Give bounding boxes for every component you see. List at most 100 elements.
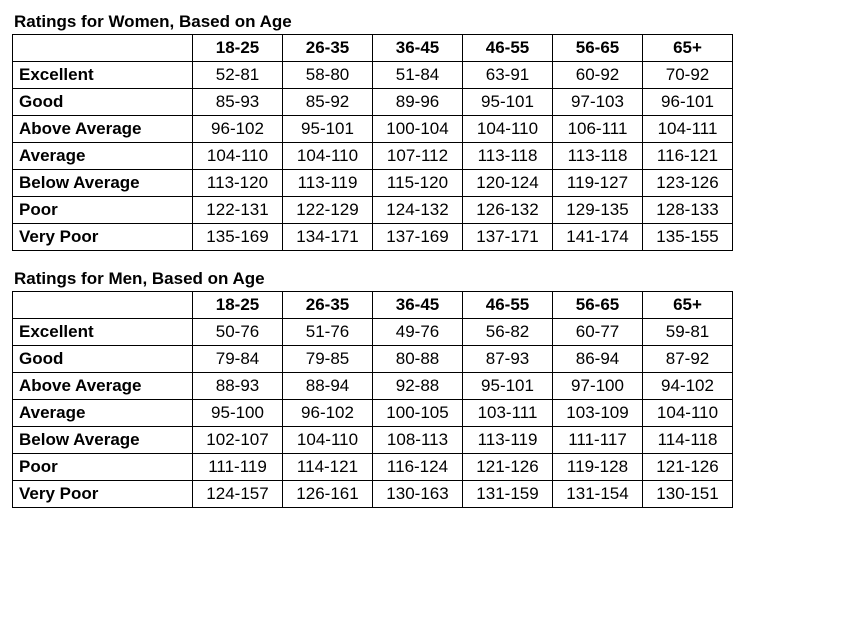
rating-value: 119-128	[553, 454, 643, 481]
rating-value: 56-82	[463, 319, 553, 346]
rating-value: 70-92	[643, 62, 733, 89]
rating-value: 141-174	[553, 224, 643, 251]
rating-value: 121-126	[643, 454, 733, 481]
rating-value: 104-110	[283, 427, 373, 454]
rating-label: Below Average	[13, 170, 193, 197]
age-header: 36-45	[373, 35, 463, 62]
rating-value: 137-169	[373, 224, 463, 251]
rating-value: 131-159	[463, 481, 553, 508]
rating-value: 121-126	[463, 454, 553, 481]
rating-value: 116-124	[373, 454, 463, 481]
table-row: Good85-9385-9289-9695-10197-10396-101	[13, 89, 733, 116]
rating-value: 113-118	[463, 143, 553, 170]
rating-label: Very Poor	[13, 224, 193, 251]
rating-label: Average	[13, 400, 193, 427]
table-title: Ratings for Women, Based on Age	[12, 12, 836, 32]
rating-value: 96-101	[643, 89, 733, 116]
age-header: 56-65	[553, 292, 643, 319]
age-header: 46-55	[463, 35, 553, 62]
table-title: Ratings for Men, Based on Age	[12, 269, 836, 289]
rating-value: 130-151	[643, 481, 733, 508]
rating-value: 100-104	[373, 116, 463, 143]
table-row: Poor111-119114-121116-124121-126119-1281…	[13, 454, 733, 481]
rating-label: Below Average	[13, 427, 193, 454]
rating-value: 114-121	[283, 454, 373, 481]
rating-value: 106-111	[553, 116, 643, 143]
rating-value: 50-76	[193, 319, 283, 346]
rating-value: 89-96	[373, 89, 463, 116]
rating-value: 113-119	[283, 170, 373, 197]
table-corner-cell	[13, 35, 193, 62]
rating-value: 104-111	[643, 116, 733, 143]
tables-container: Ratings for Women, Based on Age18-2526-3…	[12, 12, 836, 508]
rating-value: 108-113	[373, 427, 463, 454]
table-row: Very Poor135-169134-171137-169137-171141…	[13, 224, 733, 251]
rating-value: 86-94	[553, 346, 643, 373]
rating-value: 104-110	[283, 143, 373, 170]
rating-value: 95-101	[463, 373, 553, 400]
table-header-row: 18-2526-3536-4546-5556-6565+	[13, 292, 733, 319]
rating-value: 52-81	[193, 62, 283, 89]
rating-value: 113-118	[553, 143, 643, 170]
rating-value: 51-76	[283, 319, 373, 346]
rating-label: Poor	[13, 197, 193, 224]
rating-value: 100-105	[373, 400, 463, 427]
rating-label: Very Poor	[13, 481, 193, 508]
rating-value: 119-127	[553, 170, 643, 197]
rating-value: 126-161	[283, 481, 373, 508]
rating-value: 126-132	[463, 197, 553, 224]
table-header-row: 18-2526-3536-4546-5556-6565+	[13, 35, 733, 62]
table-row: Good79-8479-8580-8887-9386-9487-92	[13, 346, 733, 373]
rating-value: 120-124	[463, 170, 553, 197]
rating-value: 124-132	[373, 197, 463, 224]
age-header: 46-55	[463, 292, 553, 319]
age-header: 26-35	[283, 292, 373, 319]
rating-value: 92-88	[373, 373, 463, 400]
table-row: Excellent50-7651-7649-7656-8260-7759-81	[13, 319, 733, 346]
table-row: Poor122-131122-129124-132126-132129-1351…	[13, 197, 733, 224]
rating-value: 96-102	[283, 400, 373, 427]
rating-value: 130-163	[373, 481, 463, 508]
rating-value: 95-100	[193, 400, 283, 427]
rating-value: 137-171	[463, 224, 553, 251]
age-header: 18-25	[193, 35, 283, 62]
table-corner-cell	[13, 292, 193, 319]
rating-value: 113-119	[463, 427, 553, 454]
rating-value: 124-157	[193, 481, 283, 508]
table-row: Above Average88-9388-9492-8895-10197-100…	[13, 373, 733, 400]
age-header: 65+	[643, 35, 733, 62]
rating-value: 51-84	[373, 62, 463, 89]
rating-value: 79-84	[193, 346, 283, 373]
rating-value: 60-77	[553, 319, 643, 346]
rating-value: 113-120	[193, 170, 283, 197]
rating-value: 80-88	[373, 346, 463, 373]
rating-value: 79-85	[283, 346, 373, 373]
rating-label: Above Average	[13, 373, 193, 400]
rating-value: 96-102	[193, 116, 283, 143]
rating-label: Excellent	[13, 319, 193, 346]
rating-value: 94-102	[643, 373, 733, 400]
rating-value: 59-81	[643, 319, 733, 346]
rating-value: 87-92	[643, 346, 733, 373]
rating-value: 115-120	[373, 170, 463, 197]
rating-value: 102-107	[193, 427, 283, 454]
rating-value: 114-118	[643, 427, 733, 454]
age-header: 26-35	[283, 35, 373, 62]
rating-value: 107-112	[373, 143, 463, 170]
rating-label: Good	[13, 89, 193, 116]
rating-value: 122-129	[283, 197, 373, 224]
rating-value: 104-110	[463, 116, 553, 143]
rating-value: 123-126	[643, 170, 733, 197]
age-header: 18-25	[193, 292, 283, 319]
ratings-table: 18-2526-3536-4546-5556-6565+Excellent52-…	[12, 34, 733, 251]
rating-label: Good	[13, 346, 193, 373]
rating-value: 134-171	[283, 224, 373, 251]
rating-value: 87-93	[463, 346, 553, 373]
table-row: Average95-10096-102100-105103-111103-109…	[13, 400, 733, 427]
table-row: Excellent52-8158-8051-8463-9160-9270-92	[13, 62, 733, 89]
rating-value: 63-91	[463, 62, 553, 89]
rating-value: 131-154	[553, 481, 643, 508]
rating-value: 60-92	[553, 62, 643, 89]
rating-label: Above Average	[13, 116, 193, 143]
table-row: Above Average96-10295-101100-104104-1101…	[13, 116, 733, 143]
